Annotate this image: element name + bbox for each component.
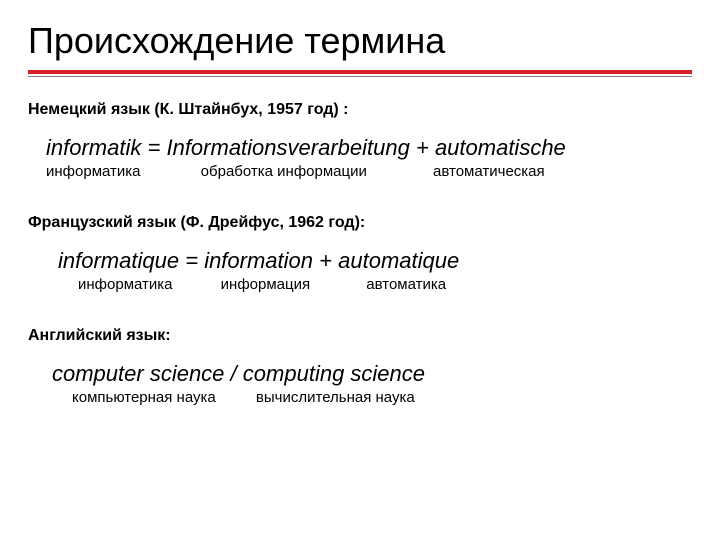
german-trans-part1: обработка информации [201,163,367,180]
german-part1: Informationsverarbeitung [166,135,409,161]
german-translation: информатика обработка информации автомат… [46,163,692,180]
english-part2: computing science [243,361,425,387]
equals-sign: = [147,135,160,161]
german-part2: automatische [435,135,566,161]
title-underline-red [28,70,692,74]
plus-sign: + [416,135,429,161]
french-equation: informatique = information + automatique [58,248,692,274]
english-part1: computer science [52,361,224,387]
french-label: Французский язык (Ф. Дрейфус, 1962 год): [28,214,692,232]
french-trans-part2: автоматика [366,276,446,293]
english-label: Английский язык: [28,327,692,345]
equals-sign: = [185,248,198,274]
french-trans-part1: информация [221,276,310,293]
english-trans-part1: компьютерная наука [72,389,216,406]
english-trans-part2: вычислительная наука [256,389,415,406]
french-trans-lhs: информатика [78,276,173,293]
german-lhs: informatik [46,135,141,161]
english-equation: computer science / computing science [52,361,692,387]
german-trans-part2: автоматическая [433,163,545,180]
french-part1: information [204,248,313,274]
french-translation: информатика информация автоматика [46,276,692,293]
slide-title: Происхождение термина [28,20,692,62]
french-part2: automatique [338,248,459,274]
french-lhs: informatique [58,248,179,274]
german-equation: informatik = Informationsverarbeitung + … [46,135,692,161]
title-underline-thin [28,76,692,77]
english-translation: компьютерная наука вычислительная наука [46,389,692,406]
french-section: Французский язык (Ф. Дрейфус, 1962 год):… [28,214,692,293]
german-trans-lhs: информатика [46,163,141,180]
german-section: Немецкий язык (К. Штайнбух, 1957 год) : … [28,101,692,180]
slash-sep: / [231,361,237,387]
plus-sign: + [319,248,332,274]
english-section: Английский язык: computer science / comp… [28,327,692,406]
german-label: Немецкий язык (К. Штайнбух, 1957 год) : [28,101,692,119]
